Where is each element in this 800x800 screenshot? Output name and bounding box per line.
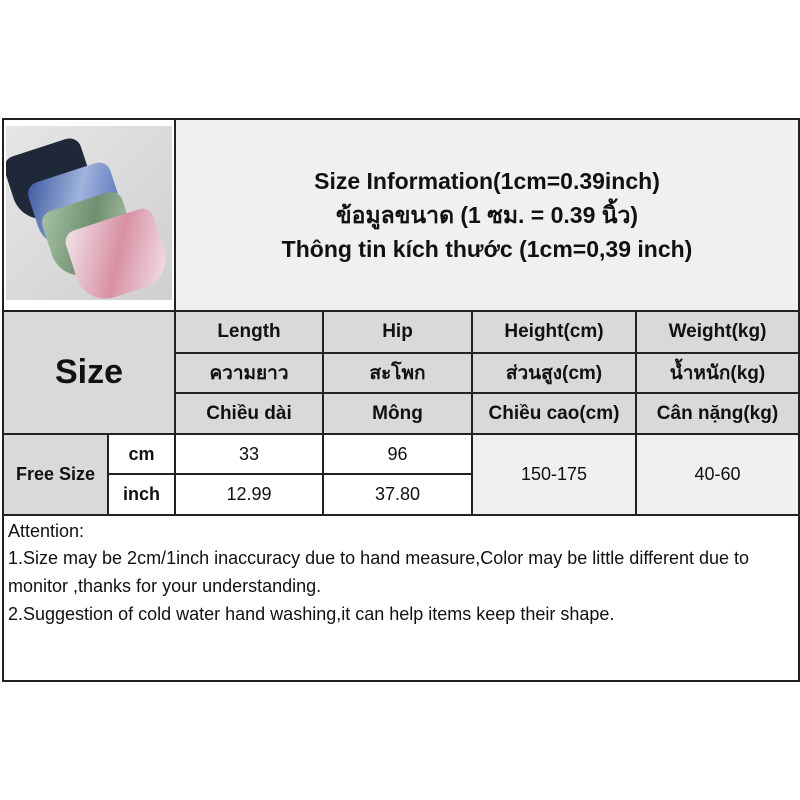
col-height-en: Height(cm) [471, 310, 637, 354]
hip-cm: 96 [322, 433, 473, 475]
length-cm: 33 [174, 433, 324, 475]
col-length-vi: Chiều dài [174, 392, 324, 435]
title-english: Size Information(1cm=0.39inch) [314, 168, 660, 194]
notes-heading: Attention: [8, 521, 85, 541]
col-hip-en: Hip [322, 310, 473, 354]
col-weight-en: Weight(kg) [635, 310, 800, 354]
size-header: Size [2, 310, 176, 435]
product-photo [6, 126, 172, 300]
col-height-vi: Chiều cao(cm) [471, 392, 637, 435]
title-thai: ข้อมูลขนาด (1 ซม. = 0.39 นิ้ว) [335, 202, 639, 228]
col-hip-th: สะโพก [322, 352, 473, 394]
notes-line-2: 2.Suggestion of cold water hand washing,… [8, 604, 615, 624]
title-vietnamese: Thông tin kích thước (1cm=0,39 inch) [281, 236, 693, 262]
col-height-th: ส่วนสูง(cm) [471, 352, 637, 394]
size-info-title: Size Information(1cm=0.39inch) ข้อมูลขนา… [174, 118, 800, 312]
unit-inch: inch [107, 473, 176, 516]
col-hip-vi: Mông [322, 392, 473, 435]
length-inch: 12.99 [174, 473, 324, 516]
col-length-en: Length [174, 310, 324, 354]
notes-line-1: 1.Size may be 2cm/1inch inaccuracy due t… [8, 548, 750, 596]
col-length-th: ความยาว [174, 352, 324, 394]
free-size-label: Free Size [2, 433, 109, 516]
attention-notes: Attention: 1.Size may be 2cm/1inch inacc… [2, 514, 800, 682]
col-weight-th: น้ำหนัก(kg) [635, 352, 800, 394]
unit-cm: cm [107, 433, 176, 475]
hip-inch: 37.80 [322, 473, 473, 516]
height-value: 150-175 [471, 433, 637, 516]
col-weight-vi: Cân nặng(kg) [635, 392, 800, 435]
weight-value: 40-60 [635, 433, 800, 516]
